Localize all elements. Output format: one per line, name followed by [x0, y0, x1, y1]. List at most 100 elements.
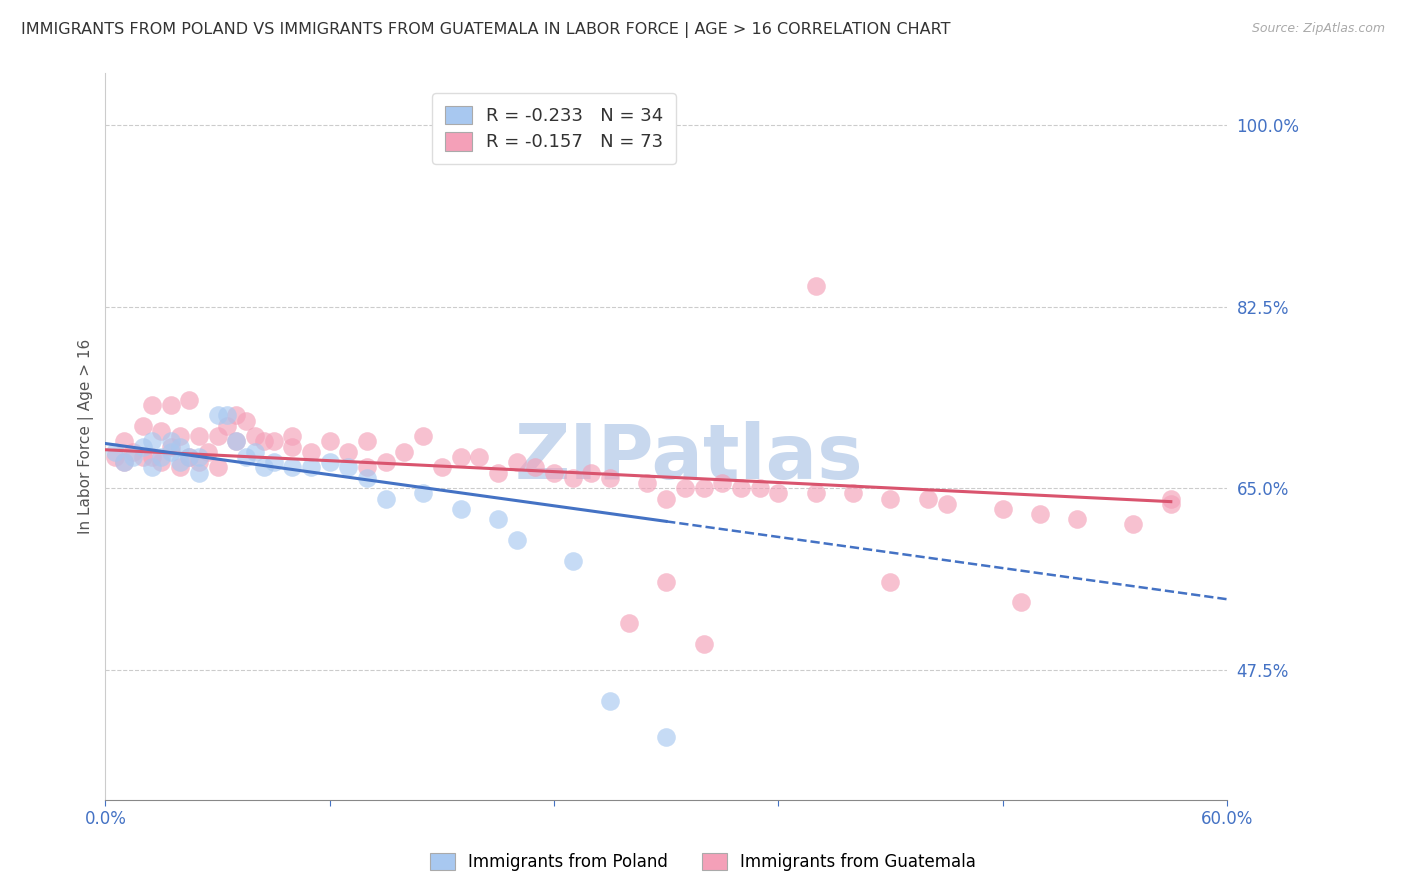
Point	[599, 694, 621, 708]
Point	[169, 440, 191, 454]
Point	[804, 486, 827, 500]
Point	[197, 445, 219, 459]
Point	[692, 637, 714, 651]
Point	[104, 445, 127, 459]
Point	[748, 481, 770, 495]
Point	[430, 460, 453, 475]
Point	[169, 429, 191, 443]
Point	[337, 445, 360, 459]
Point	[215, 409, 238, 423]
Point	[104, 450, 127, 464]
Point	[169, 460, 191, 475]
Point	[281, 429, 304, 443]
Point	[486, 512, 509, 526]
Point	[655, 574, 678, 589]
Point	[159, 434, 181, 449]
Point	[159, 445, 181, 459]
Point	[394, 445, 416, 459]
Point	[505, 455, 527, 469]
Point	[253, 434, 276, 449]
Point	[281, 440, 304, 454]
Point	[253, 460, 276, 475]
Point	[374, 491, 396, 506]
Point	[617, 616, 640, 631]
Point	[318, 434, 340, 449]
Point	[842, 486, 865, 500]
Point	[179, 450, 201, 464]
Point	[299, 460, 322, 475]
Point	[215, 418, 238, 433]
Point	[450, 502, 472, 516]
Point	[505, 533, 527, 547]
Text: IMMIGRANTS FROM POLAND VS IMMIGRANTS FROM GUATEMALA IN LABOR FORCE | AGE > 16 CO: IMMIGRANTS FROM POLAND VS IMMIGRANTS FRO…	[21, 22, 950, 38]
Point	[879, 491, 901, 506]
Point	[207, 429, 229, 443]
Point	[187, 450, 209, 464]
Point	[468, 450, 491, 464]
Legend: Immigrants from Poland, Immigrants from Guatemala: Immigrants from Poland, Immigrants from …	[422, 845, 984, 880]
Point	[187, 429, 209, 443]
Point	[207, 409, 229, 423]
Point	[730, 481, 752, 495]
Point	[132, 418, 155, 433]
Point	[179, 392, 201, 407]
Point	[655, 731, 678, 745]
Point	[879, 574, 901, 589]
Point	[235, 414, 257, 428]
Point	[935, 497, 957, 511]
Point	[337, 460, 360, 475]
Point	[112, 455, 135, 469]
Point	[1122, 517, 1144, 532]
Point	[263, 434, 285, 449]
Point	[711, 475, 734, 490]
Point	[804, 278, 827, 293]
Point	[991, 502, 1014, 516]
Point	[1160, 497, 1182, 511]
Point	[132, 440, 155, 454]
Point	[486, 466, 509, 480]
Point	[225, 409, 247, 423]
Point	[132, 450, 155, 464]
Point	[112, 455, 135, 469]
Text: Source: ZipAtlas.com: Source: ZipAtlas.com	[1251, 22, 1385, 36]
Point	[159, 440, 181, 454]
Point	[636, 475, 658, 490]
Point	[561, 554, 583, 568]
Point	[692, 481, 714, 495]
Point	[412, 486, 434, 500]
Point	[169, 455, 191, 469]
Point	[225, 434, 247, 449]
Point	[768, 486, 790, 500]
Point	[281, 460, 304, 475]
Point	[1066, 512, 1088, 526]
Point	[356, 460, 378, 475]
Point	[150, 424, 173, 438]
Point	[917, 491, 939, 506]
Point	[673, 481, 696, 495]
Point	[1160, 491, 1182, 506]
Point	[225, 434, 247, 449]
Point	[599, 471, 621, 485]
Y-axis label: In Labor Force | Age > 16: In Labor Force | Age > 16	[79, 339, 94, 534]
Point	[356, 471, 378, 485]
Point	[159, 398, 181, 412]
Point	[122, 445, 145, 459]
Point	[263, 455, 285, 469]
Point	[243, 429, 266, 443]
Point	[141, 398, 163, 412]
Point	[450, 450, 472, 464]
Point	[235, 450, 257, 464]
Point	[150, 455, 173, 469]
Legend: R = -0.233   N = 34, R = -0.157   N = 73: R = -0.233 N = 34, R = -0.157 N = 73	[432, 93, 676, 164]
Point	[207, 460, 229, 475]
Point	[112, 434, 135, 449]
Point	[318, 455, 340, 469]
Point	[561, 471, 583, 485]
Point	[1010, 595, 1032, 609]
Point	[299, 445, 322, 459]
Point	[150, 450, 173, 464]
Point	[524, 460, 547, 475]
Point	[187, 466, 209, 480]
Point	[374, 455, 396, 469]
Point	[1029, 507, 1052, 521]
